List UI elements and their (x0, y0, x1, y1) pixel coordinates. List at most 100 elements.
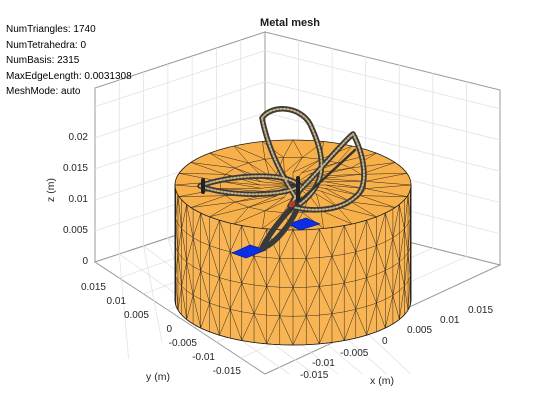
mesh-edge (343, 309, 356, 341)
mesh-edge (266, 258, 280, 287)
mesh-edge (177, 309, 182, 315)
mesh-edge (376, 302, 386, 329)
mesh-edge (209, 245, 220, 250)
mesh-edge (392, 233, 400, 238)
mesh-edge (360, 173, 407, 175)
mesh-edge (230, 225, 243, 252)
mesh-edge (337, 206, 377, 218)
mesh-edge (253, 313, 267, 344)
mesh-edge (337, 145, 353, 163)
mesh-edge (264, 197, 294, 211)
mesh-edge (366, 302, 377, 307)
mesh-edge (177, 228, 182, 253)
mesh-edge (200, 212, 210, 246)
mesh-edge (306, 343, 320, 345)
mesh-edge (351, 201, 396, 208)
mesh-edge (306, 286, 320, 288)
mesh-edge (392, 319, 400, 325)
mesh-edge (365, 184, 412, 189)
mesh-edge (254, 342, 267, 345)
mesh-edge (264, 196, 285, 211)
mesh-edge (262, 141, 266, 160)
mesh-edge (219, 220, 231, 252)
grid-line (264, 50, 501, 110)
mesh-edge (404, 194, 409, 229)
mesh-edge (175, 194, 179, 219)
grid-line (118, 253, 129, 359)
mesh-edge (181, 261, 187, 287)
mesh-edge (385, 294, 394, 300)
mesh-edge (209, 277, 220, 304)
mesh-edge (399, 261, 405, 287)
mesh-edge (366, 277, 377, 304)
mesh-edge (200, 327, 210, 333)
mesh-edge (376, 270, 386, 275)
mesh-edge (306, 228, 320, 259)
mesh-edge (220, 181, 262, 189)
mesh-edge (230, 251, 243, 284)
mesh-edge (283, 157, 285, 173)
mesh-edge (404, 281, 409, 287)
x-axis-label: x (m) (370, 375, 394, 387)
mesh-edge (186, 295, 194, 320)
mesh-edge (175, 247, 179, 253)
mesh-edge (219, 309, 231, 336)
mesh-edge (350, 162, 396, 169)
mesh-edge (254, 313, 267, 316)
y-tick-2: 0.005 (124, 310, 149, 321)
mesh-edge (181, 285, 187, 291)
mesh-edge (343, 225, 356, 252)
mesh-edge (355, 306, 367, 310)
mesh-edge (302, 212, 324, 229)
mesh-edge (404, 252, 409, 258)
mesh-info-panel: NumTriangles: 1740 NumTetrahedra: 0 NumB… (6, 22, 132, 100)
mesh-edge (376, 299, 386, 304)
mesh-edge (192, 266, 201, 271)
mesh-edge (306, 257, 320, 259)
mesh-edge (219, 277, 231, 281)
mesh-edge (190, 201, 236, 208)
antenna-wire-mesh (197, 106, 367, 251)
x-axis-ticks: 0.015 0.01 0.005 0 -0.005 -0.01 -0.015 (300, 305, 493, 381)
mesh-edge (175, 218, 179, 253)
mesh-edge (366, 331, 377, 336)
mesh-edge (209, 274, 220, 278)
mesh-edge (385, 266, 394, 271)
mesh-edge (266, 286, 280, 288)
mesh-edge (219, 248, 231, 253)
mesh-edge (241, 311, 255, 314)
info-mesh-mode: MeshMode: auto (6, 86, 81, 97)
mesh-edge (186, 261, 194, 267)
y-tick-5: -0.01 (192, 352, 215, 363)
mesh-edge (324, 181, 366, 189)
mesh-edge (209, 201, 236, 218)
x-tick-4: -0.005 (340, 348, 369, 359)
mesh-edge (319, 284, 332, 287)
mesh-edge (366, 245, 377, 250)
mesh-edge (306, 258, 320, 287)
grid-line (264, 81, 501, 141)
mesh-edge (410, 299, 412, 306)
mesh-edge (355, 220, 367, 252)
mesh-edge (392, 261, 400, 267)
mesh-edge (175, 276, 179, 282)
mesh-edge (360, 195, 396, 208)
mesh-edge (407, 218, 411, 253)
mesh-edge (192, 323, 201, 329)
mesh-edge (355, 248, 367, 253)
mesh-edge (407, 194, 411, 219)
mesh-edge (407, 252, 411, 277)
mesh-edge (407, 247, 411, 253)
mesh-edge (200, 245, 210, 271)
mesh-edge (177, 223, 182, 229)
mesh-edge (316, 174, 361, 177)
mesh-edge (360, 195, 407, 197)
mesh-edge (200, 270, 210, 275)
mesh-edge (399, 228, 405, 234)
mesh-edge (284, 157, 303, 173)
mesh-edge (292, 159, 322, 173)
mesh-edge (331, 311, 345, 314)
mesh-edge (266, 314, 280, 317)
mesh-edge (219, 306, 231, 310)
mesh-edge (365, 188, 408, 197)
